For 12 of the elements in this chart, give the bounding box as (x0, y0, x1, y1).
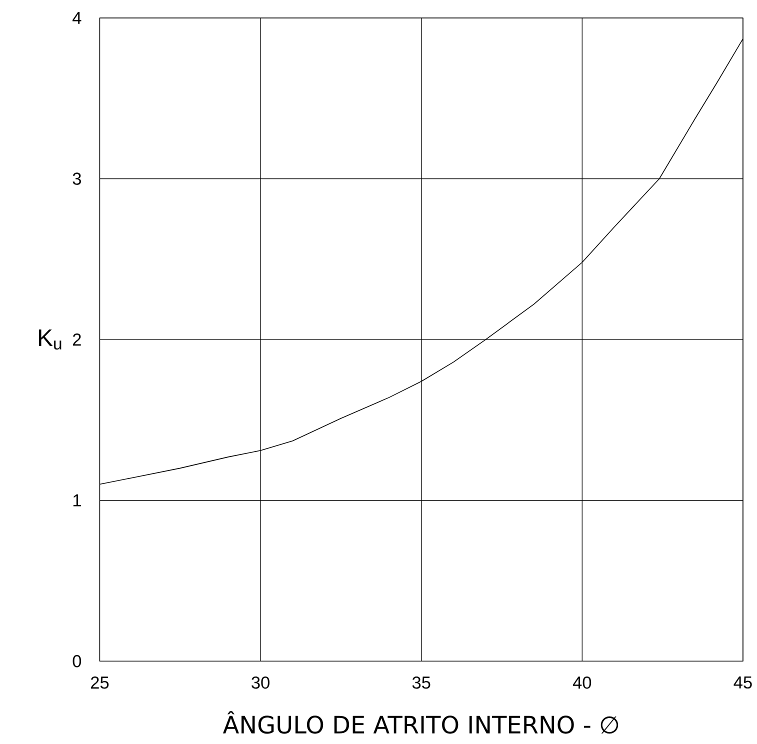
y-tick-label: 1 (73, 494, 81, 506)
y-tick-label: 4 (72, 12, 82, 24)
x-tick-label: 40 (572, 676, 592, 689)
y-tick-label: 2 (72, 334, 81, 346)
x-tick-label: 25 (90, 676, 109, 689)
x-tick-label: 30 (252, 676, 270, 689)
y-tick-label: 3 (72, 172, 81, 185)
y-axis-title: K$_{u}$ (39, 330, 62, 350)
y-tick-label: 0 (72, 655, 82, 668)
x-axis-title: ÂNGULO DE ATRITO INTERNO - ∅ (222, 711, 618, 734)
x-tick-label: 45 (734, 676, 752, 689)
x-tick-label: 35 (412, 676, 430, 689)
